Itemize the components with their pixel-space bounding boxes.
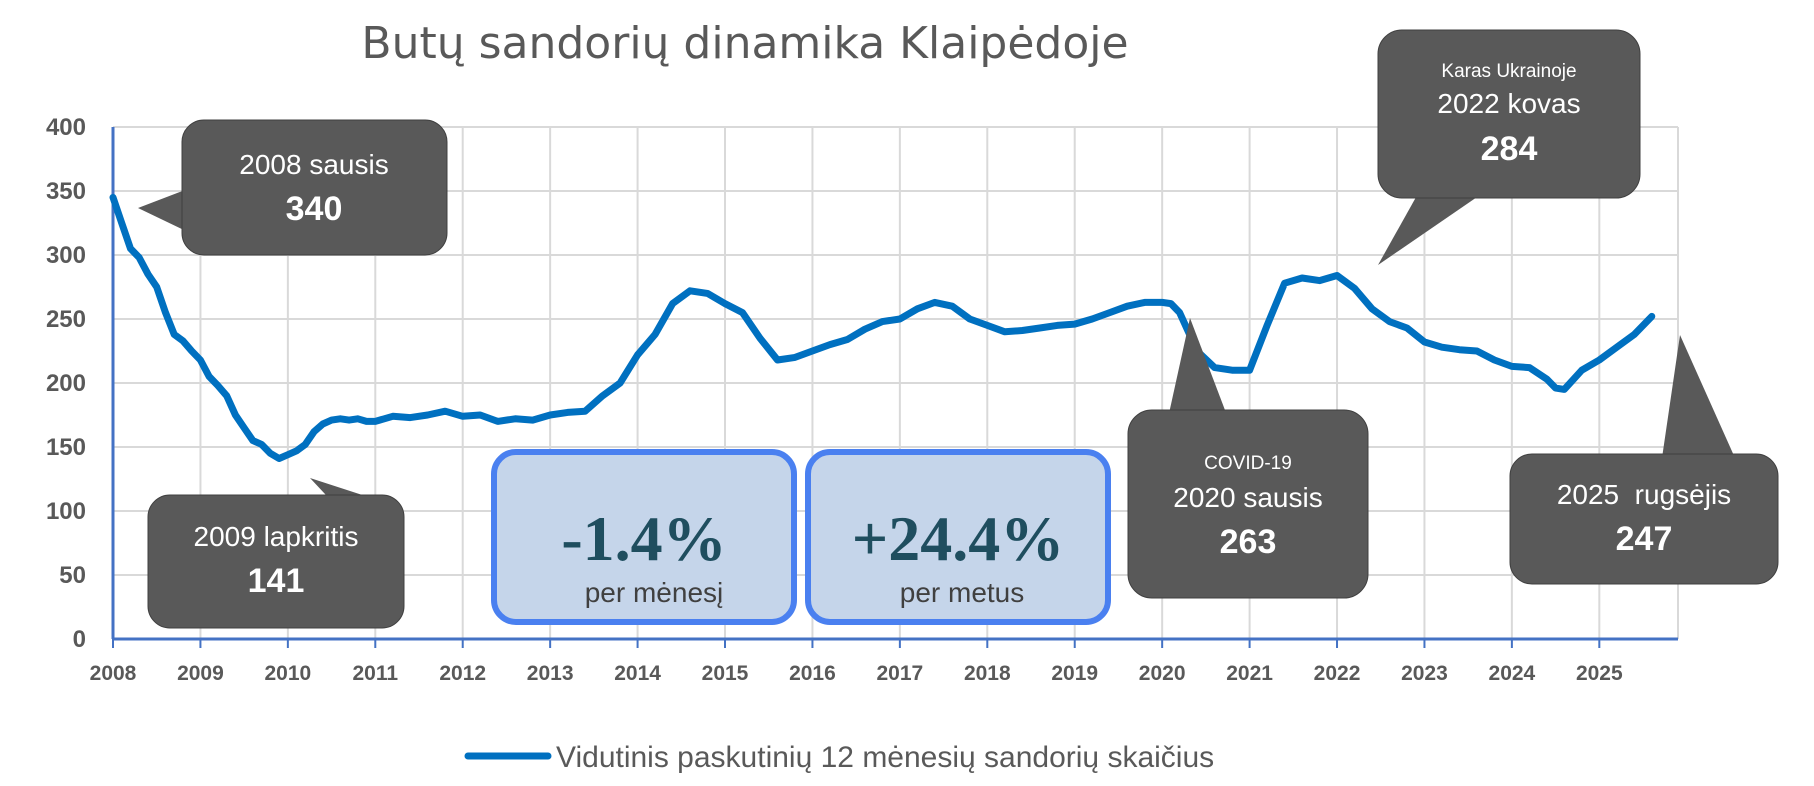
y-tick-label: 250 <box>46 306 86 333</box>
callout-box <box>1127 409 1369 599</box>
stat-box <box>805 449 1111 625</box>
callout-pointer <box>1378 190 1480 265</box>
callout-value: 284 <box>1481 130 1538 168</box>
stat-value: -1.4% <box>561 503 726 574</box>
callout-box <box>1509 453 1779 585</box>
x-tick-label: 2010 <box>265 662 312 685</box>
callout-2008-january: 2008 sausis 340 <box>138 119 448 256</box>
x-tick-label: 2019 <box>1051 662 1098 685</box>
callout-2020-january: COVID-19 2020 sausis 263 <box>1127 318 1369 599</box>
x-tick-label: 2021 <box>1226 662 1273 685</box>
stat-label: per metus <box>900 577 1025 608</box>
callout-label: 2020 sausis <box>1173 482 1322 513</box>
x-tick-label: 2008 <box>90 662 137 685</box>
series-group <box>109 193 1656 462</box>
y-axis-ticks: 0 50 100 150 200 250 300 350 400 <box>46 114 86 653</box>
x-tick-label: 2020 <box>1139 662 1186 685</box>
x-tick-label: 2011 <box>353 662 399 685</box>
x-tick-label: 2024 <box>1489 662 1536 685</box>
callout-value: 247 <box>1616 520 1673 558</box>
x-tick-label: 2025 <box>1576 662 1623 685</box>
x-tick-label: 2015 <box>702 662 749 685</box>
callout-label: 2009 lapkritis <box>194 521 359 552</box>
y-tick-label: 0 <box>73 626 86 653</box>
callout-label: 2022 kovas <box>1437 88 1580 119</box>
callout-value: 340 <box>286 190 343 228</box>
y-tick-label: 150 <box>46 434 86 461</box>
callout-note: Karas Ukrainoje <box>1441 61 1576 82</box>
stat-yearly: +24.4% per metus <box>805 449 1111 625</box>
x-tick-label: 2009 <box>177 662 224 685</box>
axes <box>111 127 1678 648</box>
x-tick-label: 2016 <box>789 662 836 685</box>
x-tick-label: 2017 <box>877 662 924 685</box>
x-tick-label: 2023 <box>1401 662 1448 685</box>
callout-value: 141 <box>248 562 305 600</box>
x-tick-label: 2018 <box>964 662 1011 685</box>
y-tick-label: 400 <box>46 114 86 141</box>
callout-label: 2025 rugsėjis <box>1557 479 1731 510</box>
callout-label: 2008 sausis <box>239 149 388 180</box>
callout-box <box>1377 29 1641 199</box>
callout-pointer <box>1168 318 1228 418</box>
chart-title: Butų sandorių dinamika Klaipėdoje <box>361 18 1128 69</box>
y-tick-label: 300 <box>46 242 86 269</box>
x-axis-ticks: 2008 2009 2010 2011 2012 2013 2014 2015 2016 2017… <box>90 662 1623 685</box>
legend-label: Vidutinis paskutinių 12 mėnesių sandorių… <box>556 741 1214 774</box>
callout-box <box>181 119 448 256</box>
callout-pointer <box>138 190 188 232</box>
x-tick-label: 2022 <box>1314 662 1361 685</box>
y-tick-label: 350 <box>46 178 86 205</box>
y-tick-label: 100 <box>46 498 86 525</box>
callout-note: COVID-19 <box>1204 453 1292 474</box>
legend: Vidutinis paskutinių 12 mėnesių sandorių… <box>464 741 1214 774</box>
stat-label: per mėnesį <box>585 577 724 608</box>
series-line-0 <box>109 193 1656 462</box>
callout-value: 263 <box>1220 523 1277 561</box>
callout-pointer <box>1662 335 1735 458</box>
stat-box <box>491 449 797 625</box>
stat-value: +24.4% <box>852 503 1064 574</box>
callout-2025-september: 2025 rugsėjis 247 <box>1509 335 1779 585</box>
y-tick-label: 200 <box>46 370 86 397</box>
callout-2022-march: Karas Ukrainoje 2022 kovas 284 <box>1377 29 1641 265</box>
x-tick-label: 2012 <box>439 662 486 685</box>
stat-monthly: -1.4% per mėnesį <box>491 449 797 625</box>
x-tick-label: 2014 <box>614 662 661 685</box>
x-tick-label: 2013 <box>527 662 574 685</box>
callout-box <box>147 494 405 629</box>
y-tick-label: 50 <box>59 562 86 589</box>
callout-2009-november: 2009 lapkritis 141 <box>147 478 405 629</box>
